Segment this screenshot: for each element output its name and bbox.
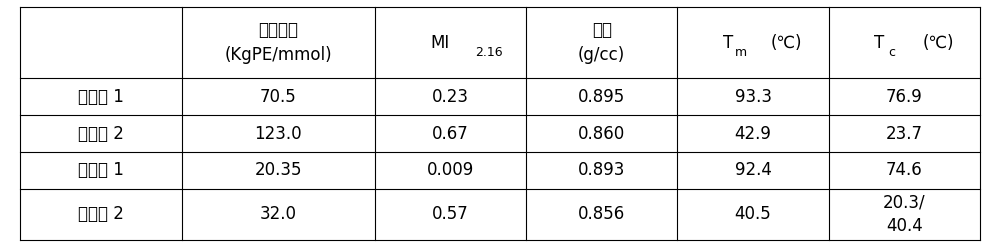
Text: 0.23: 0.23 xyxy=(432,88,469,106)
Text: 42.9: 42.9 xyxy=(735,124,771,143)
Text: 比较例 2: 比较例 2 xyxy=(78,205,124,223)
Text: 23.7: 23.7 xyxy=(886,124,923,143)
Text: m: m xyxy=(735,46,747,59)
Text: 70.5: 70.5 xyxy=(260,88,297,106)
Text: 0.893: 0.893 xyxy=(578,161,625,179)
Text: 实施例 1: 实施例 1 xyxy=(78,88,124,106)
Text: (℃): (℃) xyxy=(771,34,803,52)
Text: T: T xyxy=(874,34,884,52)
Text: T: T xyxy=(723,34,733,52)
Text: 密度
(g/cc): 密度 (g/cc) xyxy=(578,21,625,64)
Text: 0.57: 0.57 xyxy=(432,205,469,223)
Text: (℃): (℃) xyxy=(922,34,954,52)
Text: 20.35: 20.35 xyxy=(255,161,302,179)
Text: 123.0: 123.0 xyxy=(254,124,302,143)
Text: c: c xyxy=(888,46,895,59)
Text: 0.009: 0.009 xyxy=(427,161,474,179)
Text: MI: MI xyxy=(431,34,450,52)
Text: 76.9: 76.9 xyxy=(886,88,923,106)
Text: 0.856: 0.856 xyxy=(578,205,625,223)
Text: 0.67: 0.67 xyxy=(432,124,469,143)
Text: 92.4: 92.4 xyxy=(735,161,771,179)
Text: 比较例 1: 比较例 1 xyxy=(78,161,124,179)
Text: 40.5: 40.5 xyxy=(735,205,771,223)
Text: 0.860: 0.860 xyxy=(578,124,625,143)
Text: 0.895: 0.895 xyxy=(578,88,625,106)
Text: 2.16: 2.16 xyxy=(475,46,503,59)
Text: 93.3: 93.3 xyxy=(735,88,772,106)
Text: 32.0: 32.0 xyxy=(260,205,297,223)
Text: 催化活性
(KgPE/mmol): 催化活性 (KgPE/mmol) xyxy=(224,21,332,64)
Text: 实施例 2: 实施例 2 xyxy=(78,124,124,143)
Text: 74.6: 74.6 xyxy=(886,161,923,179)
Text: 20.3/
40.4: 20.3/ 40.4 xyxy=(883,193,926,235)
